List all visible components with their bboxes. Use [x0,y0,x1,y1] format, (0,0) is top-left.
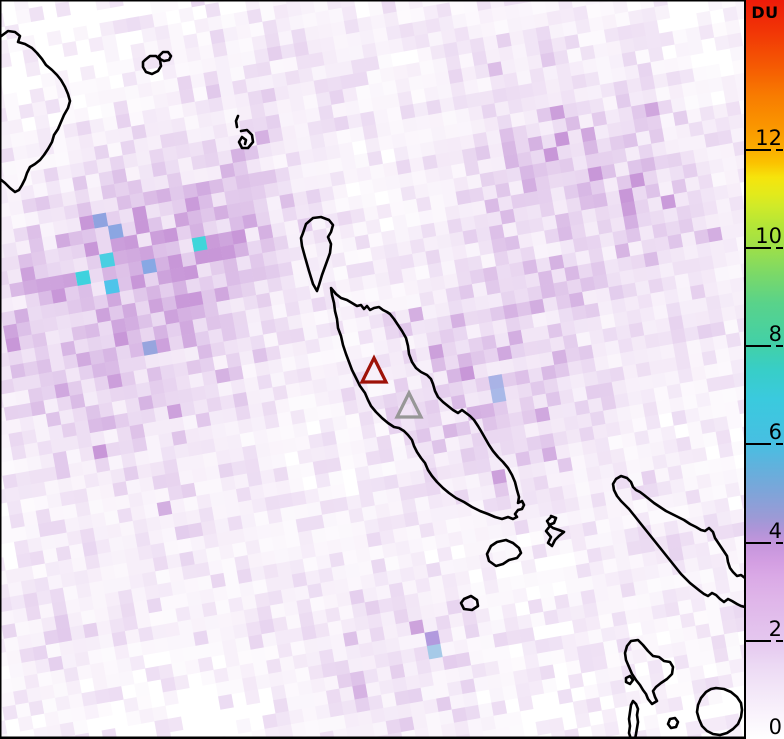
field-cell-highlight [142,339,158,356]
buka-island-coastline [299,215,335,293]
field-cell-highlight [488,374,505,391]
colorbar-tick-label-2: 2 [768,617,782,641]
map-area [0,0,744,739]
choiseul-island-coastline [611,474,744,609]
northwest-coast-coastline [0,29,72,194]
field-cell-highlight [75,270,92,286]
colorbar-tick-2 [746,640,771,642]
colorbar-tick-6 [746,443,771,445]
southeast-island-coastline [623,638,675,706]
shortland-squiggle-coastline [544,514,566,548]
colorbar-tick-label-8: 8 [768,322,782,346]
field-cell-highlight [107,223,124,240]
colorbar-unit-label: DU [751,3,779,22]
small-blob-island-coastline [666,716,680,730]
frame-top [0,0,744,2]
islet-tick-coastline [234,114,240,129]
volcano-marker-red [359,354,389,384]
colorbar-tick-10 [746,247,771,249]
atoll-ring-small-coastline [157,50,173,63]
colorbar: DU 12 10 8 6 4 2 0 [746,0,784,739]
round-island-coastline [695,686,744,737]
field-cell-highlight [191,235,208,252]
colorbar-tick-dash2-10 [776,247,783,249]
colorbar-tick-label-10: 10 [755,224,782,248]
pixel-field [0,0,744,739]
colorbar-tick-label-0: 0 [768,715,782,739]
small-ring-island-coastline [459,594,480,612]
frame-bottom [0,736,744,739]
colorbar-tick-label-4: 4 [768,519,782,543]
atoll-ring-large-coastline [141,54,163,76]
field-cell-highlight [92,212,109,229]
colorbar-tick-label-6: 6 [768,420,782,444]
islet-comma-coastline [237,128,255,150]
narrow-island-coastline [627,699,640,739]
colorbar-tick-dash2-2 [776,640,783,642]
field-cell-highlight [424,630,441,647]
colorbar-tick-8 [746,345,771,347]
colorbar-left-border [744,0,746,739]
colorbar-gradient [746,0,784,739]
colorbar-tick-label-12: 12 [755,126,782,150]
colorbar-tick-dash2-8 [776,345,783,347]
colorbar-tick-4 [746,542,771,544]
field-cell-highlight [141,258,158,275]
field-cell-highlight [426,643,443,660]
frame-left [0,0,2,739]
bougainville-island-coastline [329,286,526,521]
colorbar-tick-12 [746,149,771,151]
small-dot-island-coastline [624,674,635,686]
field-cell-highlight [490,387,507,404]
field-cell-highlight [103,278,120,295]
fauro-island-coastline [485,538,523,568]
colorbar-tick-dash2-4 [776,542,783,544]
colorbar-tick-dash2-6 [776,443,783,445]
map-canvas [0,0,744,739]
colorbar-tick-dash2-12 [776,149,783,151]
volcano-marker-gray [394,389,424,419]
field-cell-highlight [99,252,116,269]
